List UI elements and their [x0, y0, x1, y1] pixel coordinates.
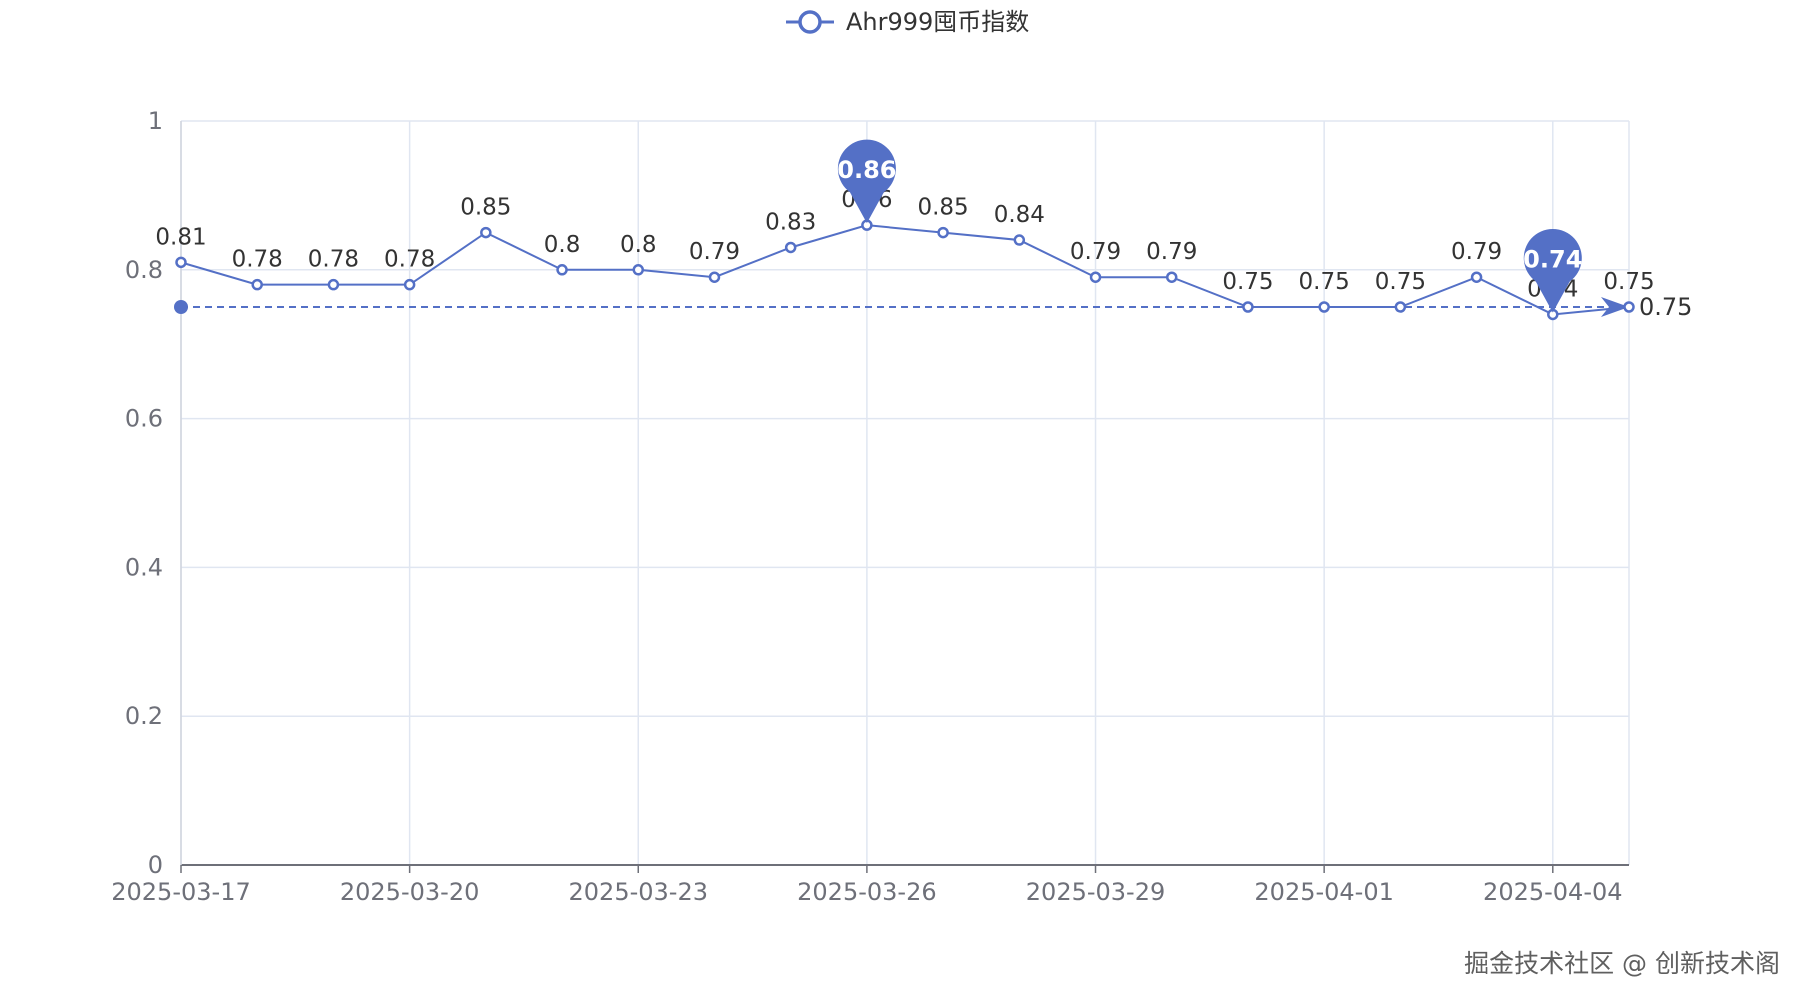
data-point: [327, 278, 340, 291]
data-point: [1089, 271, 1102, 283]
data-point: [708, 271, 721, 283]
data-label: 0.85: [460, 195, 511, 221]
data-label: 0.84: [994, 202, 1045, 228]
data-point: [1242, 301, 1254, 313]
y-tick-label: 0: [148, 851, 163, 879]
data-label: 0.79: [1146, 239, 1197, 265]
grid: [180, 120, 1630, 865]
data-point: [1623, 301, 1635, 313]
data-point: [175, 256, 187, 269]
data-label: 0.79: [1451, 239, 1502, 265]
watermark: 掘金技术社区 @ 创新技术阁: [1464, 949, 1780, 978]
y-tick-label: 1: [148, 107, 163, 135]
pin-shape: [1523, 228, 1582, 313]
series-line: [175, 219, 1635, 321]
legend-marker-icon: [798, 10, 822, 34]
data-point: [403, 278, 416, 291]
data-point: [1470, 271, 1483, 283]
legend-label: Ahr999囤币指数: [846, 8, 1029, 36]
max-mark-point: 0.86: [837, 139, 897, 224]
x-tick-label: 2025-03-23: [569, 878, 708, 906]
x-tick-label: 2025-03-17: [111, 878, 250, 906]
data-label: 0.79: [689, 239, 740, 265]
x-tick-label: 2025-03-20: [340, 878, 479, 906]
data-point: [1318, 301, 1330, 313]
data-point: [632, 264, 645, 276]
mark-line-start-dot: [174, 300, 188, 314]
data-point: [1394, 301, 1407, 313]
pin-label: 0.86: [837, 156, 896, 184]
data-point: [480, 226, 492, 239]
data-label: 0.85: [917, 195, 968, 221]
data-label: 0.81: [155, 224, 206, 250]
data-label: 0.78: [308, 247, 359, 273]
data-label: 0.78: [384, 247, 435, 273]
y-tick-label: 0.6: [125, 405, 163, 433]
mark-line-label: 0.75: [1639, 293, 1692, 321]
series-line-path: [180, 224, 1630, 316]
y-tick-label: 0.4: [125, 553, 163, 581]
x-tick-label: 2025-04-01: [1254, 878, 1393, 906]
data-label: 0.8: [544, 232, 581, 258]
data-point: [1165, 271, 1178, 283]
data-label: 0.79: [1070, 239, 1121, 265]
data-label: 0.8: [620, 232, 657, 258]
legend[interactable]: Ahr999囤币指数: [786, 8, 1029, 36]
data-label: 0.78: [232, 247, 283, 273]
data-label: 0.75: [1375, 269, 1426, 295]
average-mark-line: 0.75: [174, 293, 1692, 321]
y-tick-label: 0.8: [125, 256, 163, 284]
pin-shape: [837, 139, 896, 224]
pin-label: 0.74: [1523, 245, 1582, 273]
data-label: 0.83: [765, 209, 816, 235]
data-point: [1013, 234, 1026, 246]
data-label: 0.75: [1299, 269, 1350, 295]
data-point: [556, 264, 568, 276]
data-point: [937, 226, 949, 239]
data-label: 0.75: [1603, 269, 1654, 295]
value-labels: 0.810.780.780.780.850.80.80.790.830.860.…: [155, 187, 1654, 302]
x-tick-label: 2025-03-26: [797, 878, 936, 906]
y-tick-label: 0.2: [125, 702, 163, 730]
min-mark-point: 0.74: [1523, 228, 1582, 313]
mark-line-arrow: [1601, 297, 1629, 317]
x-tick-label: 2025-03-29: [1026, 878, 1165, 906]
data-point: [784, 241, 797, 254]
data-label: 0.75: [1222, 269, 1273, 295]
mark-points: 0.86 0.74: [837, 139, 1582, 313]
x-tick-label: 2025-04-04: [1483, 878, 1622, 906]
data-point: [251, 278, 263, 291]
